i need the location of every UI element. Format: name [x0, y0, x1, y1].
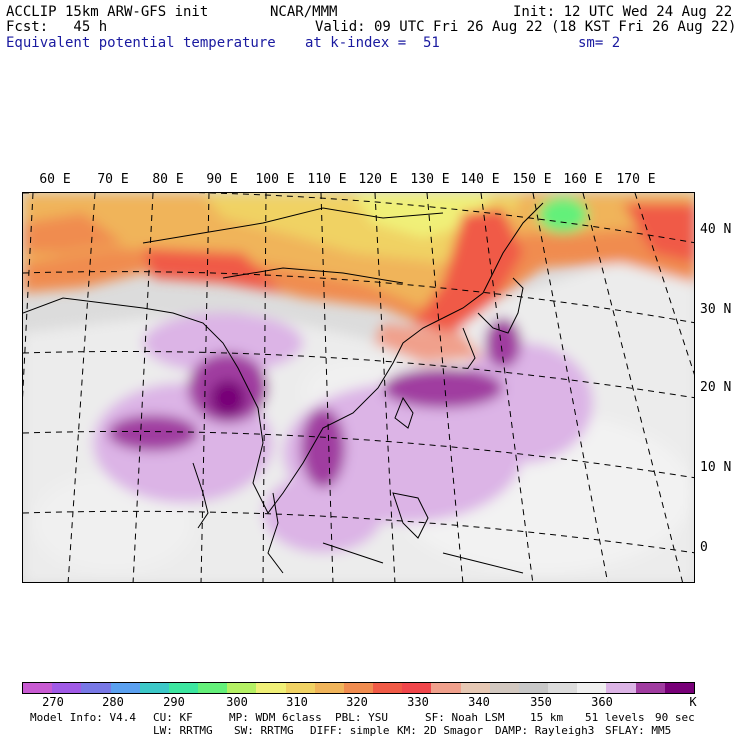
lon-label: 60 E [39, 172, 71, 187]
footer-item: LW: RRTMG [153, 724, 213, 737]
lon-label: 110 E [307, 172, 347, 187]
colorbar-swatch [168, 683, 199, 693]
lat-label: 0 [700, 540, 708, 555]
lat-label: 20 N [700, 380, 732, 395]
colorbar-label: 360 [591, 695, 613, 709]
colorbar-unit: K [689, 695, 697, 709]
colorbar-swatch [635, 683, 665, 693]
coastlines [23, 202, 544, 574]
model-title: ACCLIP 15km ARW-GFS init [6, 4, 209, 20]
footer-item: 15 km [530, 711, 564, 724]
colorbar [22, 682, 695, 694]
colorbar-label: 300 [226, 695, 248, 709]
theta-e-map [23, 193, 694, 582]
lon-label: 70 E [97, 172, 129, 187]
footer-item: CU: KF [153, 711, 193, 724]
colorbar-swatch [343, 683, 374, 693]
init-time: Init: 12 UTC Wed 24 Aug 22 [513, 4, 733, 20]
map-panel [22, 192, 695, 583]
colorbar-swatch [256, 683, 286, 693]
lat-label: 30 N [700, 302, 732, 317]
colorbar-label: 280 [102, 695, 124, 709]
footer-item: SF: Noah LSM [425, 711, 505, 724]
colorbar-label: 310 [286, 695, 308, 709]
colorbar-swatch [285, 683, 315, 693]
colorbar-swatch [110, 683, 140, 693]
footer-item: 51 levels [585, 711, 645, 724]
colorbar-swatch [227, 683, 257, 693]
colorbar-swatch [314, 683, 344, 693]
lon-label: 100 E [255, 172, 295, 187]
level-index: at k-index = 51 [305, 35, 440, 51]
colorbar-label: 270 [42, 695, 64, 709]
colorbar-swatch [139, 683, 169, 693]
colorbar-swatch [489, 683, 519, 693]
footer-item: Model Info: V4.4 [30, 711, 136, 724]
lon-label: 140 E [460, 172, 500, 187]
lon-label: 80 E [152, 172, 184, 187]
colorbar-label: 350 [530, 695, 552, 709]
colorbar-swatch [431, 683, 461, 693]
smoothing: sm= 2 [578, 35, 621, 51]
footer-item: MP: WDM 6class [229, 711, 322, 724]
colorbar-swatch [81, 683, 111, 693]
lon-label: 130 E [410, 172, 450, 187]
colorbar-swatch [52, 683, 82, 693]
footer-item: PBL: YSU [335, 711, 388, 724]
lon-label: 120 E [358, 172, 398, 187]
colorbar-label: 330 [407, 695, 429, 709]
colorbar-swatch [402, 683, 432, 693]
forecast-hour: Fcst: 45 h [6, 19, 108, 35]
colorbar-swatch [664, 683, 694, 693]
lat-label: 10 N [700, 460, 732, 475]
footer-item: DAMP: Rayleigh3 [495, 724, 595, 737]
valid-time: Valid: 09 UTC Fri 26 Aug 22 (18 KST Fri … [315, 19, 737, 35]
footer-item: KM: 2D Smagor [397, 724, 484, 737]
colorbar-swatch [548, 683, 578, 693]
lon-label: 170 E [616, 172, 656, 187]
colorbar-label: 320 [346, 695, 368, 709]
center-label: NCAR/MMM [270, 4, 338, 20]
colorbar-label: 340 [468, 695, 490, 709]
colorbar-label: 290 [163, 695, 185, 709]
contour-fill [23, 193, 694, 582]
lon-label: 150 E [512, 172, 552, 187]
footer-item: 90 sec [655, 711, 695, 724]
colorbar-swatch [460, 683, 490, 693]
footer-item: SFLAY: MM5 [605, 724, 672, 737]
footer-item: SW: RRTMG [234, 724, 294, 737]
field-name: Equivalent potential temperature [6, 35, 276, 51]
lat-label: 40 N [700, 222, 732, 237]
lon-label: 160 E [563, 172, 603, 187]
colorbar-swatch [23, 683, 53, 693]
graticule [23, 193, 694, 582]
colorbar-swatch [518, 683, 549, 693]
colorbar-swatch [577, 683, 607, 693]
footer-item: DIFF: simple [310, 724, 390, 737]
lon-label: 90 E [206, 172, 238, 187]
colorbar-swatch [606, 683, 636, 693]
colorbar-swatch [373, 683, 403, 693]
colorbar-swatch [198, 683, 228, 693]
